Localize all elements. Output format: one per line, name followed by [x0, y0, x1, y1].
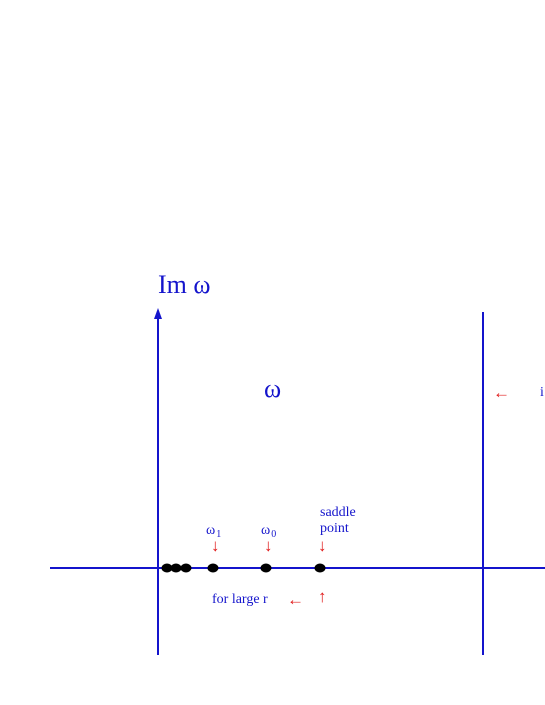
omega1-base: ω — [206, 523, 216, 538]
omega0-label: ω0 — [261, 523, 277, 540]
imaginary-axis-arrowhead — [154, 308, 162, 319]
saddle-point — [314, 563, 326, 573]
omega1-point — [207, 563, 219, 573]
right-left-arrow: ← — [493, 383, 510, 402]
omega1-label: ω1 — [206, 523, 222, 540]
for-large-r-label: for large r — [212, 592, 268, 607]
omega1-down-arrow: ↓ — [211, 536, 220, 555]
omega0-base: ω — [261, 523, 271, 538]
accumulated-point-3 — [180, 563, 192, 573]
saddle-down-arrow: ↓ — [318, 536, 327, 555]
saddle-up-arrow: ↑ — [318, 587, 327, 606]
omega1-subscript: 1 — [216, 529, 222, 540]
saddle-label-line2: point — [320, 521, 349, 536]
omega0-point — [260, 563, 272, 573]
right-clipped-label: i — [540, 385, 544, 400]
saddle-label-line1: saddle — [320, 505, 356, 520]
omega-plane-label: ω — [264, 374, 282, 403]
imaginary-axis-label: Im ω — [158, 270, 211, 299]
accumulated-point-2 — [170, 563, 182, 573]
omega0-down-arrow: ↓ — [264, 536, 273, 555]
for-large-r-left-arrow: ← — [287, 590, 304, 609]
accumulated-point-1 — [161, 563, 173, 573]
omega0-subscript: 0 — [271, 529, 277, 540]
